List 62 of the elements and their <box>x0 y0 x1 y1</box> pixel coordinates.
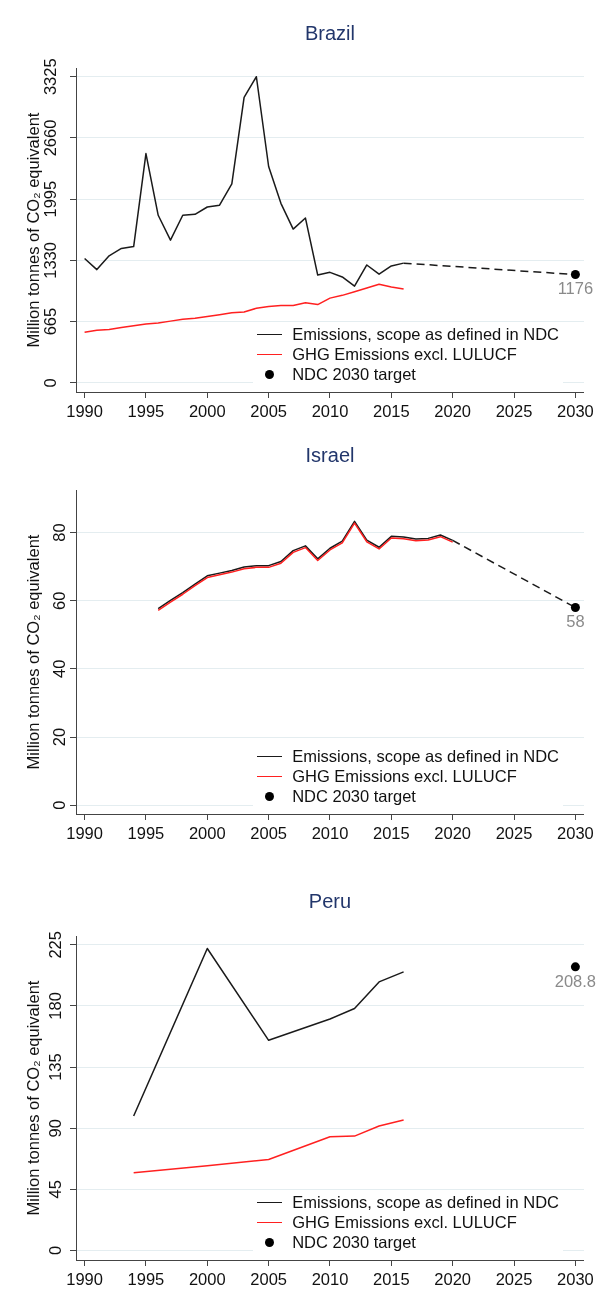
data-label: 58 <box>566 612 585 631</box>
x-tick-label: 2020 <box>434 402 472 421</box>
x-tick-label: 1995 <box>127 824 165 843</box>
x-tick-label: 2005 <box>250 402 287 421</box>
chart-title: Brazil <box>304 21 355 44</box>
legend-label: Emissions, scope as defined in NDC <box>292 324 559 344</box>
x-tick-label: 1990 <box>66 824 103 843</box>
x-tick-label: 2030 <box>557 824 594 843</box>
y-tick-label: 0 <box>41 378 60 388</box>
x-tick-label: 1995 <box>127 402 165 421</box>
y-tick-label: 3325 <box>41 58 60 96</box>
chart-title: Israel <box>305 443 355 466</box>
x-tick-label: 2030 <box>557 1270 594 1289</box>
x-tick-label: 1995 <box>127 1270 165 1289</box>
x-tick-label: 2020 <box>434 1270 472 1289</box>
x-tick-label: 2010 <box>311 824 349 843</box>
y-tick-label: 90 <box>45 1119 64 1138</box>
legend-label: GHG Emissions excl. LULUCF <box>292 1212 517 1232</box>
y-tick-label: 0 <box>45 1245 64 1256</box>
x-tick-label: 2000 <box>188 824 226 843</box>
x-tick-label: 2000 <box>188 402 226 421</box>
legend-label: Emissions, scope as defined in NDC <box>292 1192 559 1212</box>
x-tick-label: 2025 <box>495 402 533 421</box>
y-tick-label: 135 <box>45 1053 64 1081</box>
x-tick-label: 2010 <box>311 402 349 421</box>
y-axis-title: Million tonnes of CO₂ equivalent <box>24 112 43 348</box>
y-tick-label: 225 <box>45 931 64 959</box>
x-tick-label: 2025 <box>495 824 533 843</box>
y-tick-label: 45 <box>45 1180 64 1199</box>
y-axis-title: Million tonnes of CO₂ equivalent <box>24 980 43 1216</box>
y-tick-label: 0 <box>50 800 69 810</box>
x-tick-label: 2010 <box>311 1270 349 1289</box>
y-tick-label: 665 <box>41 307 60 336</box>
x-tick-label: 2015 <box>372 824 410 843</box>
x-tick-label: 2030 <box>557 402 594 421</box>
data-label: 208.8 <box>554 971 597 990</box>
x-tick-label: 1990 <box>66 1270 103 1289</box>
x-tick-label: 2005 <box>250 824 287 843</box>
x-tick-label: 2020 <box>434 824 472 843</box>
y-tick-label: 80 <box>50 523 69 542</box>
y-tick-label: 1995 <box>41 180 60 218</box>
legend-label: GHG Emissions excl. LULUCF <box>292 344 517 364</box>
legend-label: Emissions, scope as defined in NDC <box>292 746 559 766</box>
y-tick-label: 2660 <box>41 119 60 157</box>
y-tick-label: 1330 <box>41 242 60 279</box>
x-tick-label: 2015 <box>372 1270 410 1289</box>
y-tick-label: 60 <box>50 591 69 610</box>
x-tick-label: 2015 <box>372 402 410 421</box>
y-tick-label: 40 <box>50 659 69 679</box>
legend-label: NDC 2030 target <box>292 786 416 806</box>
y-axis-title: Million tonnes of CO₂ equivalent <box>24 534 43 770</box>
data-label: 1176 <box>557 279 594 298</box>
legend-label: NDC 2030 target <box>292 1232 416 1252</box>
x-tick-label: 2025 <box>495 1270 533 1289</box>
y-tick-label: 20 <box>50 727 69 747</box>
x-tick-label: 1990 <box>66 402 103 421</box>
legend-label: NDC 2030 target <box>292 364 416 384</box>
chart-title: Peru <box>308 889 352 912</box>
y-tick-label: 180 <box>45 992 64 1020</box>
x-tick-label: 2005 <box>250 1270 287 1289</box>
x-tick-label: 2000 <box>188 1270 226 1289</box>
legend-label: GHG Emissions excl. LULUCF <box>292 766 517 786</box>
